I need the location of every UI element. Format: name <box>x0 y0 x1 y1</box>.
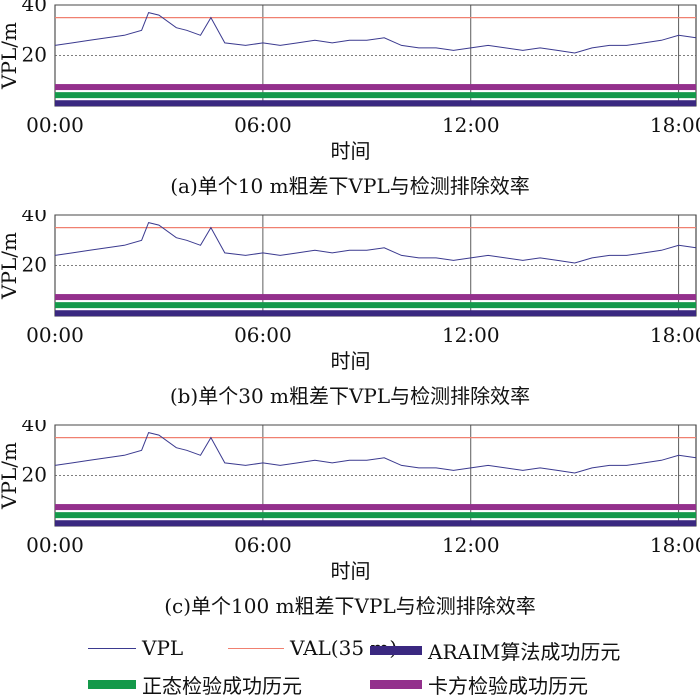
legend-label-chisq-test: 卡方检验成功历元 <box>428 674 588 698</box>
legend-symbol-val <box>228 647 284 649</box>
x-axis-label: 时间 <box>331 559 371 583</box>
legend-item-val: VAL(35 m) <box>228 636 397 660</box>
y-tick-label: 40 <box>22 420 47 436</box>
y-tick-label: 20 <box>22 463 47 487</box>
y-tick-label: 20 <box>22 253 47 277</box>
chart-a: 20 40 00:00 06:00 12:00 18:00 时间 VPL/m <box>0 0 700 163</box>
x-tick-label: 00:00 <box>26 323 84 347</box>
x-tick-label: 18:00 <box>650 113 700 137</box>
legend-label-araim: ARAIM算法成功历元 <box>428 640 621 664</box>
y-axis-label: VPL/m <box>0 442 21 510</box>
legend-symbol-araim <box>370 646 422 655</box>
chart-b: 20 40 00:00 06:00 12:00 18:00 时间 VPL/m <box>0 210 700 373</box>
y-axis-label: VPL/m <box>0 232 21 300</box>
legend-item-vpl: VPL <box>88 636 183 660</box>
x-tick-label: 06:00 <box>234 323 292 347</box>
x-tick-label: 12:00 <box>442 533 500 557</box>
legend-symbol-normal-test <box>88 680 136 689</box>
y-tick-label: 40 <box>22 0 47 16</box>
legend: VPL VAL(35 m) ARAIM算法成功历元 正态检验成功历元 卡方检验成… <box>0 636 700 700</box>
normal-test-bar <box>55 302 696 309</box>
x-tick-label: 12:00 <box>442 113 500 137</box>
x-tick-label: 12:00 <box>442 323 500 347</box>
legend-item-araim: ARAIM算法成功历元 <box>370 636 620 665</box>
y-tick-label: 20 <box>22 43 47 67</box>
x-tick-label: 18:00 <box>650 533 700 557</box>
x-tick-label: 06:00 <box>234 113 292 137</box>
x-tick-label: 00:00 <box>26 113 84 137</box>
vpl-line <box>54 12 697 54</box>
x-tick-label: 00:00 <box>26 533 84 557</box>
caption-a: (a)单个10 m粗差下VPL与检测排除效率 <box>170 174 530 198</box>
legend-item-normal-test: 正态检验成功历元 <box>88 670 302 699</box>
y-tick-label: 40 <box>22 210 47 226</box>
legend-label-normal-test: 正态检验成功历元 <box>142 674 302 698</box>
legend-item-chisq-test: 卡方检验成功历元 <box>370 670 588 699</box>
y-axis-label: VPL/m <box>0 22 21 90</box>
x-tick-label: 18:00 <box>650 323 700 347</box>
legend-label-vpl: VPL <box>142 636 184 660</box>
caption-b: (b)单个30 m粗差下VPL与检测排除效率 <box>169 384 531 408</box>
caption-c: (c)单个100 m粗差下VPL与检测排除效率 <box>164 594 536 618</box>
araim-bar <box>55 100 696 107</box>
legend-symbol-vpl <box>88 647 136 649</box>
vpl-line <box>54 222 697 264</box>
chart-c: 20 40 00:00 06:00 12:00 18:00 时间 VPL/m <box>0 420 700 583</box>
x-axis-label: 时间 <box>331 349 371 373</box>
chisq-test-bar <box>55 504 696 511</box>
chisq-test-bar <box>55 84 696 91</box>
araim-bar <box>55 520 696 527</box>
vpl-line <box>54 432 697 474</box>
normal-test-bar <box>55 512 696 519</box>
x-axis-label: 时间 <box>331 139 371 163</box>
araim-bar <box>55 310 696 317</box>
x-tick-label: 06:00 <box>234 533 292 557</box>
chisq-test-bar <box>55 294 696 301</box>
normal-test-bar <box>55 92 696 99</box>
legend-symbol-chisq-test <box>370 680 422 689</box>
panel-c: 20 40 00:00 06:00 12:00 18:00 时间 VPL/m (c)单个100… <box>0 420 700 630</box>
panel-b: 20 40 00:00 06:00 12:00 18:00 时间 VPL/m (b)单个30 … <box>0 210 700 420</box>
panel-a: 20 40 00:00 06:00 12:00 18:00 时间 VPL/m (a)单个10 … <box>0 0 700 210</box>
